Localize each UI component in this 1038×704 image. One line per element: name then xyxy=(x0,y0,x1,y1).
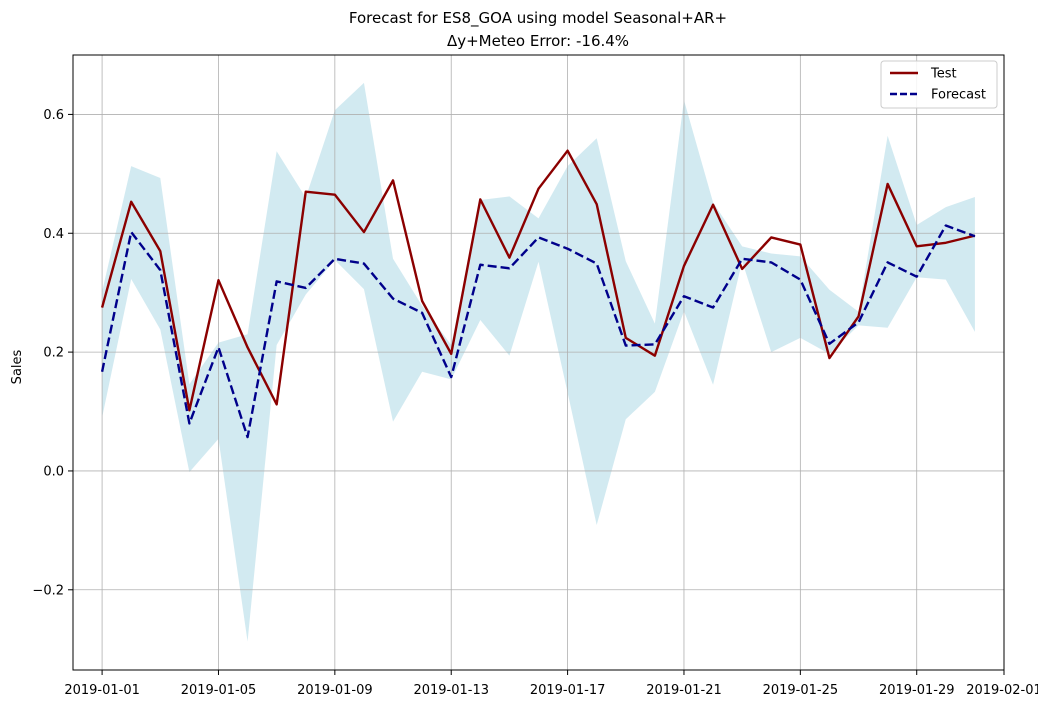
confidence-band xyxy=(102,82,975,642)
chart-title: Forecast for ES8_GOA using model Seasona… xyxy=(349,9,727,28)
x-tick-label: 2019-02-01 xyxy=(966,683,1038,698)
y-tick-label: 0.2 xyxy=(43,346,64,361)
x-tick-label: 2019-01-29 xyxy=(879,683,955,698)
y-tick-label: −0.2 xyxy=(32,583,64,598)
x-tick-label: 2019-01-25 xyxy=(763,683,839,698)
x-tick-label: 2019-01-21 xyxy=(646,683,722,698)
x-tick-label: 2019-01-17 xyxy=(530,683,606,698)
y-tick-label: 0.0 xyxy=(43,464,64,479)
x-tick-label: 2019-01-05 xyxy=(181,683,257,698)
y-axis-label: Sales xyxy=(10,349,25,384)
plot-area: 2019-01-01 2019-01-05 2019-01-09 2019-01-13… xyxy=(32,54,1038,698)
series-line-forecast xyxy=(100,224,976,439)
x-tick-label: 2019-01-09 xyxy=(297,683,373,698)
legend-label-forecast: Forecast xyxy=(931,88,986,103)
series-line-test xyxy=(100,149,976,412)
y-tick-label: 0.6 xyxy=(43,108,64,123)
y-tick-label: 0.4 xyxy=(43,227,64,242)
legend-label-test: Test xyxy=(930,67,957,82)
x-tick-label: 2019-01-13 xyxy=(413,683,489,698)
x-tick-label: 2019-01-01 xyxy=(64,683,140,698)
axes-frame xyxy=(72,54,1005,671)
chart-subtitle: Δy+Meteo Error: -16.4% xyxy=(447,32,629,50)
